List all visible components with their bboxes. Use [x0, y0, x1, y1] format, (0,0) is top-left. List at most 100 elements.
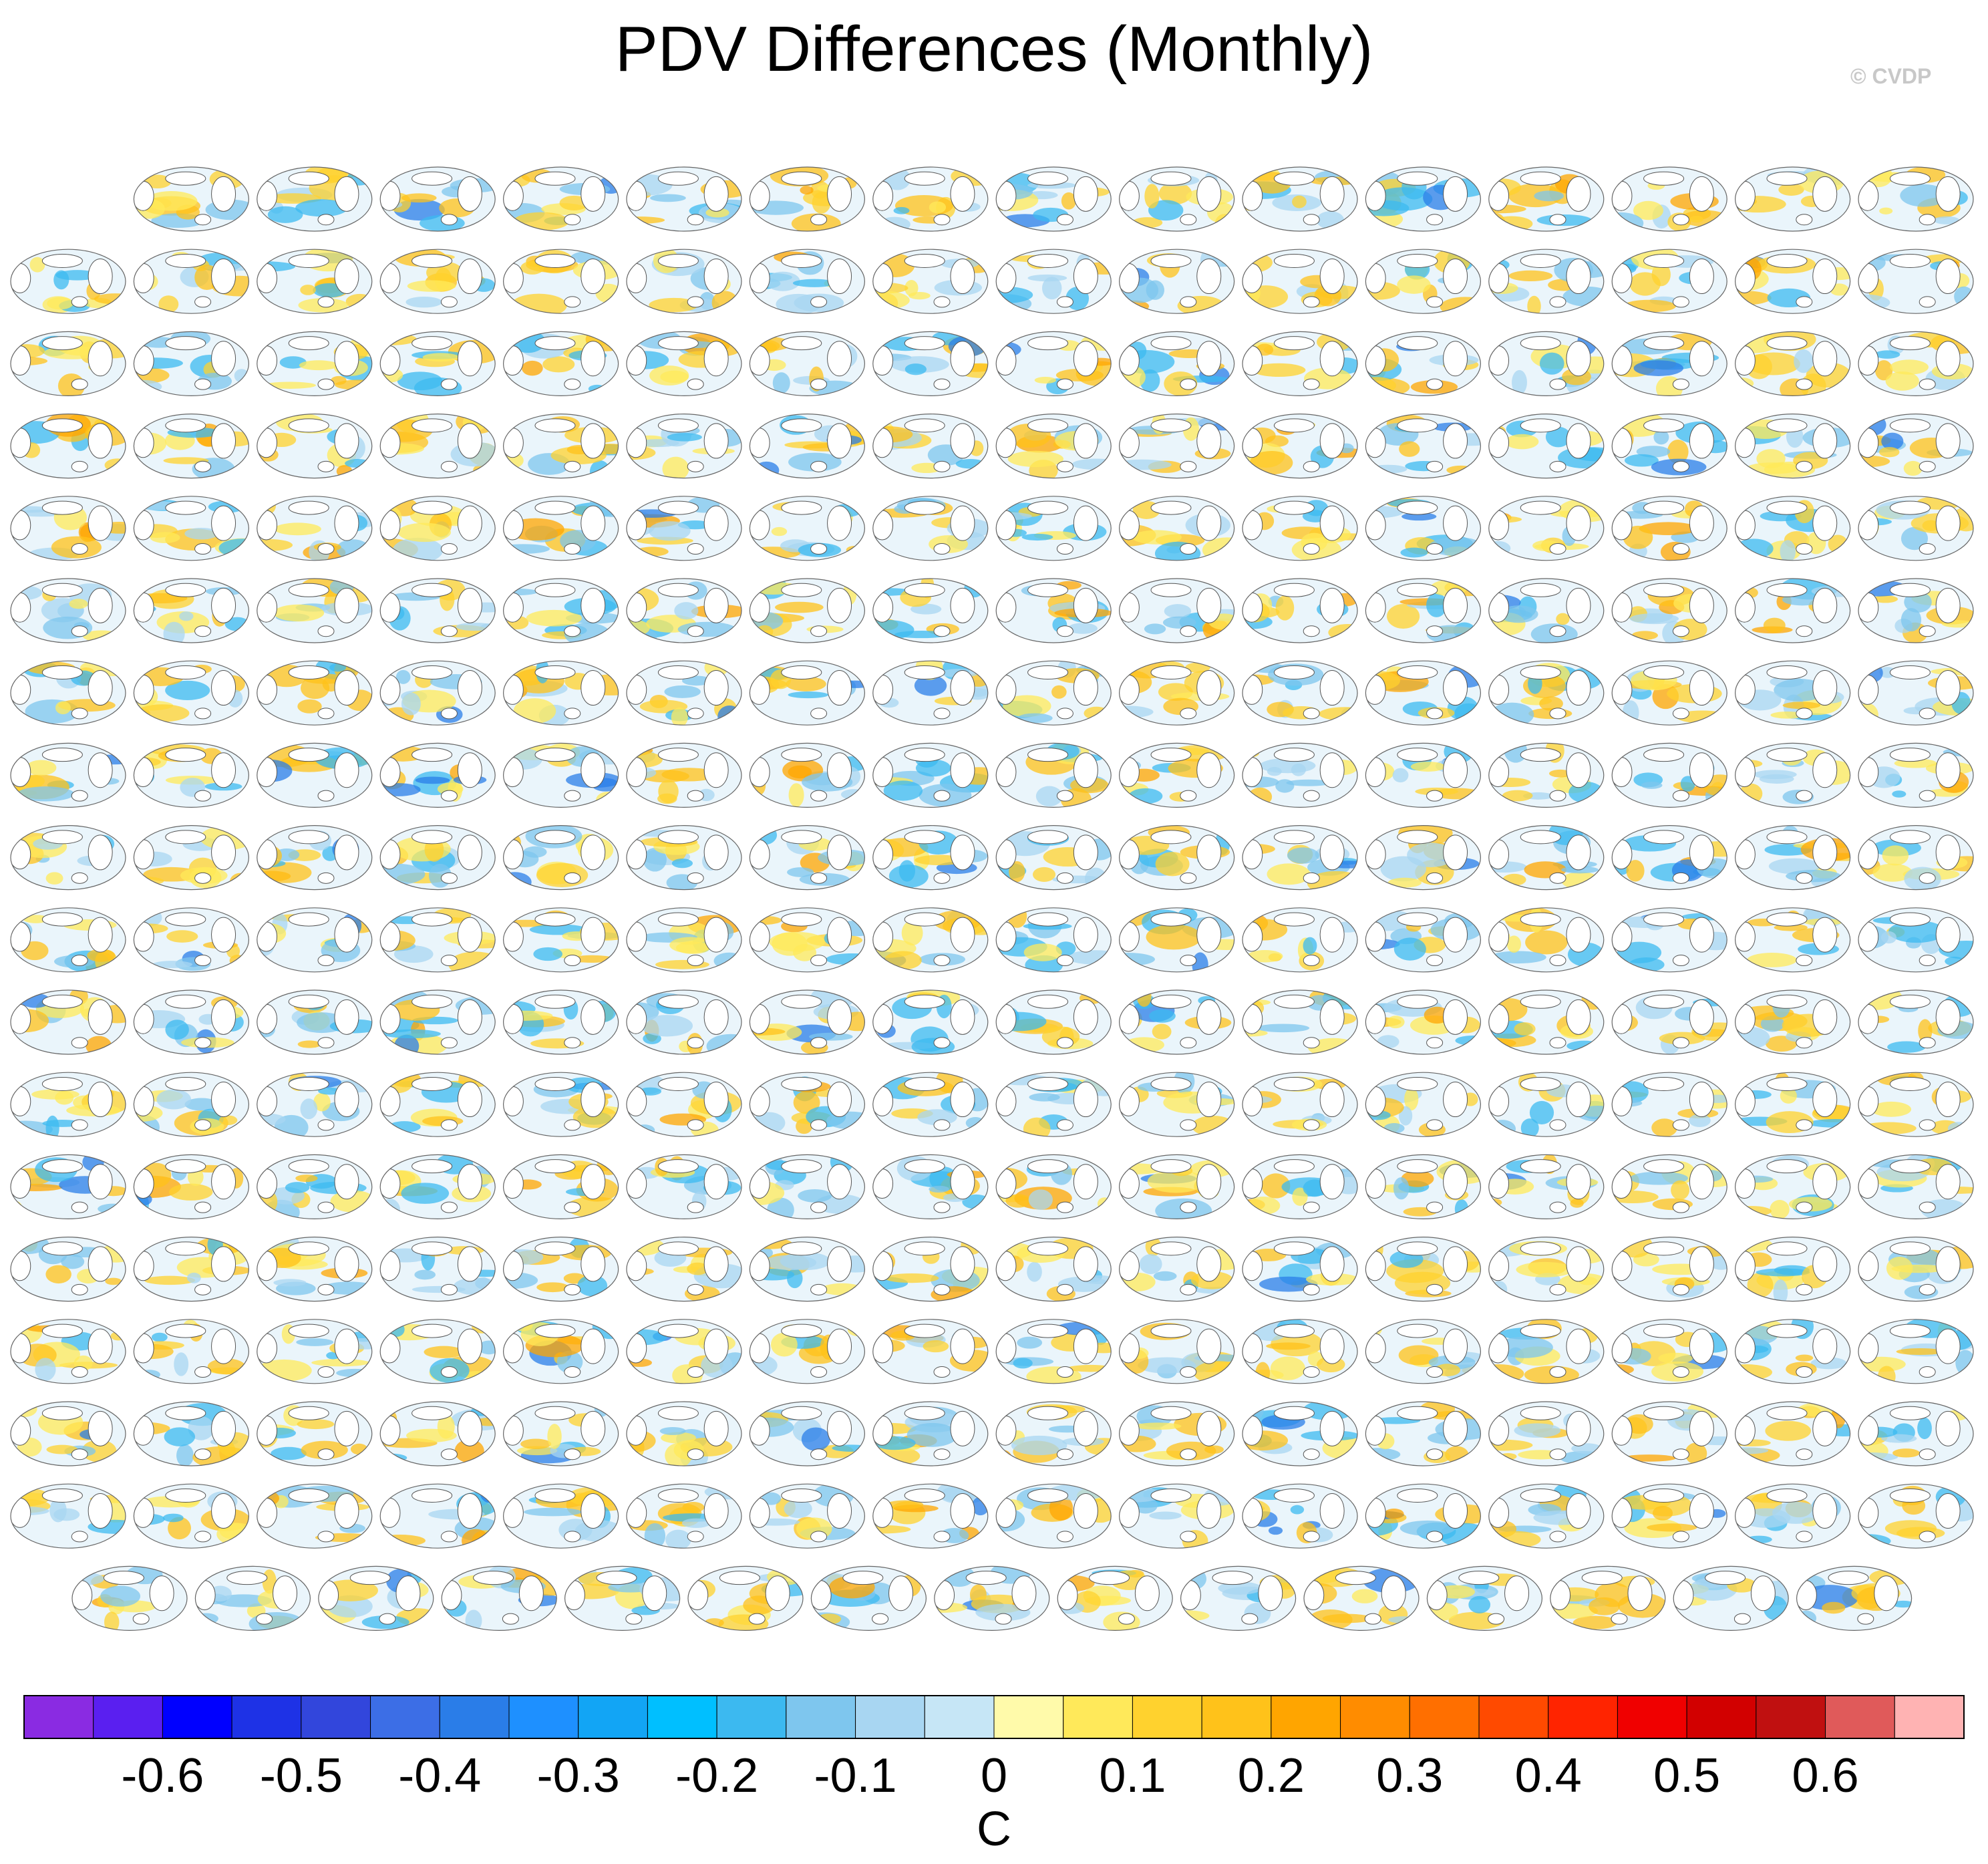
map-panel	[626, 1236, 742, 1302]
map-panel	[1858, 660, 1974, 726]
map-panel	[133, 824, 249, 891]
colorbar-swatch	[1756, 1695, 1826, 1739]
map-panel	[133, 1401, 249, 1466]
map-panel	[749, 166, 866, 232]
map-panel	[1488, 989, 1605, 1055]
map-panel	[749, 989, 866, 1055]
map-panel	[995, 413, 1112, 479]
map-panel	[1365, 1236, 1481, 1302]
map-panel	[1735, 331, 1851, 397]
map-panel	[1735, 1319, 1851, 1384]
map-panel	[1735, 413, 1851, 479]
map-panel	[1858, 496, 1974, 561]
map-panel	[1488, 331, 1605, 397]
map-panel	[995, 1154, 1112, 1220]
colorbar-tick-label: 0.2	[1238, 1749, 1305, 1803]
map-panel	[10, 989, 126, 1055]
map-panel	[257, 1401, 373, 1466]
map-panel	[1242, 989, 1358, 1055]
map-panel	[995, 1401, 1112, 1466]
map-panel	[1858, 1401, 1974, 1466]
map-panel	[1735, 578, 1851, 643]
map-panel	[1858, 824, 1974, 891]
map-panel	[687, 1565, 804, 1631]
map-panel	[133, 1154, 249, 1220]
map-panel	[257, 742, 373, 808]
map-panel	[1365, 166, 1481, 232]
map-panel	[1118, 1072, 1235, 1137]
map-panel	[1118, 166, 1235, 232]
map-panel	[379, 166, 496, 232]
map-panel	[502, 989, 619, 1055]
colorbar-tick-label: -0.1	[814, 1749, 897, 1803]
map-panel	[194, 1565, 311, 1631]
map-panel	[1488, 824, 1605, 891]
colorbar-swatch	[301, 1695, 371, 1739]
map-panel	[502, 1319, 619, 1384]
colorbar-swatch	[231, 1695, 302, 1739]
map-panel	[1118, 907, 1235, 973]
map-panel	[502, 166, 619, 232]
map-panel	[502, 1154, 619, 1220]
map-panel	[257, 824, 373, 891]
map-panel	[1365, 907, 1481, 973]
map-panel	[1118, 1319, 1235, 1384]
map-panel	[626, 907, 742, 973]
map-panel	[71, 1565, 188, 1631]
colorbar-swatch	[1132, 1695, 1202, 1739]
map-panel	[1180, 1565, 1297, 1631]
map-panel	[995, 1236, 1112, 1302]
map-panel	[626, 413, 742, 479]
colorbar-swatch	[1686, 1695, 1757, 1739]
map-panel	[995, 1319, 1112, 1384]
map-panel	[1858, 1236, 1974, 1302]
colorbar-tick-label: 0	[981, 1749, 1007, 1803]
colorbar-tick-label: -0.5	[260, 1749, 343, 1803]
map-panel	[749, 496, 866, 561]
map-panel	[749, 1483, 866, 1549]
map-panel	[1365, 249, 1481, 314]
map-panel	[1488, 249, 1605, 314]
map-panel	[502, 578, 619, 643]
map-panel	[1488, 660, 1605, 726]
map-panel	[749, 413, 866, 479]
map-panel	[749, 578, 866, 643]
map-panel	[10, 824, 126, 891]
map-panel	[1858, 989, 1974, 1055]
colorbar-tick-label: 0.1	[1099, 1749, 1166, 1803]
colorbar-tick-label: -0.6	[121, 1749, 204, 1803]
map-panel	[1118, 660, 1235, 726]
map-panel	[1735, 742, 1851, 808]
map-panel	[1488, 1072, 1605, 1137]
map-panel	[1488, 166, 1605, 232]
map-panel	[749, 1154, 866, 1220]
map-panel	[133, 166, 249, 232]
map-panel	[1611, 166, 1727, 232]
map-panel	[1303, 1565, 1420, 1631]
map-panel	[626, 1401, 742, 1466]
map-panel	[626, 249, 742, 314]
map-panel	[379, 331, 496, 397]
colorbar-swatch	[1340, 1695, 1410, 1739]
map-panel	[872, 1319, 989, 1384]
map-panel	[1242, 907, 1358, 973]
colorbar-swatch	[23, 1695, 94, 1739]
map-panel	[1118, 989, 1235, 1055]
colorbar-swatch	[439, 1695, 510, 1739]
map-panel	[379, 1401, 496, 1466]
map-panel	[1858, 742, 1974, 808]
map-panel	[379, 249, 496, 314]
map-panel	[1118, 742, 1235, 808]
map-panel	[502, 496, 619, 561]
map-panel	[749, 742, 866, 808]
map-panel	[1735, 824, 1851, 891]
colorbar-swatch	[93, 1695, 163, 1739]
map-panel	[749, 907, 866, 973]
map-panel	[1488, 1236, 1605, 1302]
map-panel	[1242, 824, 1358, 891]
colorbar-swatch	[786, 1695, 856, 1739]
colorbar-swatch	[1548, 1695, 1618, 1739]
map-panel	[749, 1319, 866, 1384]
map-panel	[257, 989, 373, 1055]
map-panel	[564, 1565, 681, 1631]
